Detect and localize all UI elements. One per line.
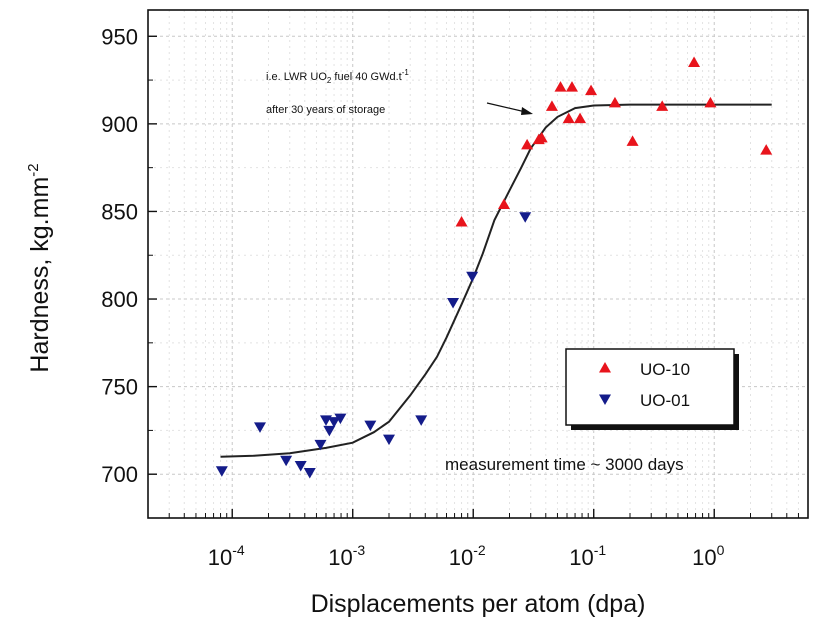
legend-box: [565, 348, 735, 426]
data-point-uo-01: [415, 415, 428, 426]
data-point-uo-10: [455, 215, 468, 227]
annotation-top-line2: after 30 years of storage: [266, 104, 385, 116]
data-point-uo-01: [519, 212, 532, 223]
data-point-uo-10: [585, 84, 598, 96]
legend-label-uo-10: UO-10: [640, 360, 690, 379]
data-point-uo-01: [383, 434, 396, 446]
data-point-uo-01: [466, 271, 479, 283]
data-point-uo-10: [565, 81, 578, 92]
y-tick-label: 850: [101, 199, 138, 224]
x-tick-label: 10-3: [328, 542, 365, 570]
y-tick-label: 950: [101, 24, 138, 49]
data-point-uo-10: [554, 81, 567, 92]
data-point-uo-01: [364, 420, 377, 432]
legend-marker-uo-01: [599, 394, 611, 405]
legend-marker-uo-10: [599, 362, 611, 373]
legend: UO-10 UO-01: [565, 348, 739, 430]
x-tick-labels: 10-4 10-3 10-2 10-1 100: [208, 542, 725, 570]
axis-ticks: [148, 35, 799, 519]
data-point-uo-01: [328, 417, 341, 428]
data-point-uo-10: [608, 96, 621, 108]
data-point-uo-01: [280, 455, 293, 467]
data-point-uo-10: [535, 131, 548, 143]
y-tick-label: 800: [101, 287, 138, 312]
y-tick-label: 900: [101, 112, 138, 137]
annotation-top-line1: i.e. LWR UO2 fuel 40 GWd.t-1: [266, 68, 409, 85]
x-axis-title: Displacements per atom (dpa): [311, 590, 646, 618]
legend-label-uo-01: UO-01: [640, 391, 690, 410]
y-tick-label: 750: [101, 375, 138, 400]
data-point-uo-10: [656, 100, 669, 111]
data-point-uo-01: [314, 439, 327, 451]
data-point-uo-01: [334, 413, 347, 425]
annotation-arrowhead: [521, 107, 533, 115]
data-point-uo-10: [521, 138, 534, 150]
data-point-uo-01: [215, 466, 228, 477]
data-point-uo-01: [447, 298, 460, 309]
x-tick-label: 100: [692, 542, 724, 570]
data-point-uo-10: [626, 135, 639, 146]
data-point-uo-01: [294, 460, 307, 472]
y-tick-label: 700: [101, 462, 138, 487]
y-axis-title: Hardness, kg.mm-2: [25, 163, 54, 372]
data-point-uo-10: [760, 144, 773, 155]
data-point-uo-10: [574, 112, 587, 124]
x-tick-label: 10-4: [208, 542, 245, 570]
data-point-uo-01: [253, 422, 266, 433]
data-point-uo-01: [303, 467, 316, 479]
x-tick-label: 10-2: [449, 542, 486, 570]
data-point-uo-10: [688, 56, 701, 68]
data-point-uo-10: [497, 198, 510, 209]
data-point-uo-10: [704, 96, 717, 108]
data-points: [215, 56, 773, 479]
plot-frame: [147, 9, 809, 519]
data-point-uo-10: [562, 112, 575, 124]
y-tick-labels: 700 750 800 850 900 950: [101, 24, 138, 487]
data-point-uo-01: [323, 425, 336, 437]
annotation-measurement-time: measurement time ~ 3000 days: [445, 455, 684, 474]
data-point-uo-10: [545, 100, 558, 111]
x-tick-label: 10-1: [569, 542, 606, 570]
